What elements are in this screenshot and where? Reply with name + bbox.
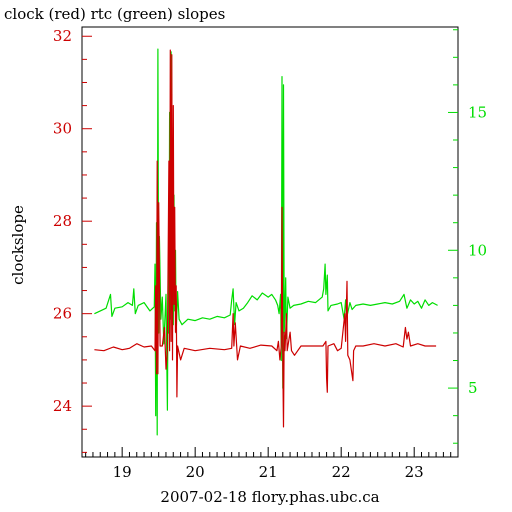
- chart-title: clock (red) rtc (green) slopes: [4, 5, 225, 23]
- right-y-tick-label: 15: [468, 103, 487, 121]
- plot-frame: [81, 26, 459, 458]
- x-tick-label: 19: [113, 463, 132, 481]
- axes: 19 20 21 22 23 24 26 28 30 32 5 10 15: [53, 26, 487, 481]
- plot-area: [94, 48, 438, 436]
- x-tick-label: 22: [332, 463, 351, 481]
- left-y-tick-label: 32: [53, 27, 72, 45]
- right-y-tick-label: 10: [468, 241, 487, 259]
- x-tick-label: 23: [405, 463, 424, 481]
- series-line-clock: [94, 49, 437, 428]
- x-tick-label: 21: [259, 463, 278, 481]
- y-axis-label: clockslope: [9, 205, 27, 285]
- left-y-tick-label: 24: [53, 397, 72, 415]
- left-y-tick-label: 30: [53, 120, 72, 138]
- right-y-tick-label: 5: [468, 379, 478, 397]
- left-y-tick-label: 26: [53, 305, 72, 323]
- left-y-tick-label: 28: [53, 212, 72, 230]
- x-tick-label: 20: [186, 463, 205, 481]
- x-axis-label: 2007-02-18 flory.phas.ubc.ca: [160, 488, 379, 506]
